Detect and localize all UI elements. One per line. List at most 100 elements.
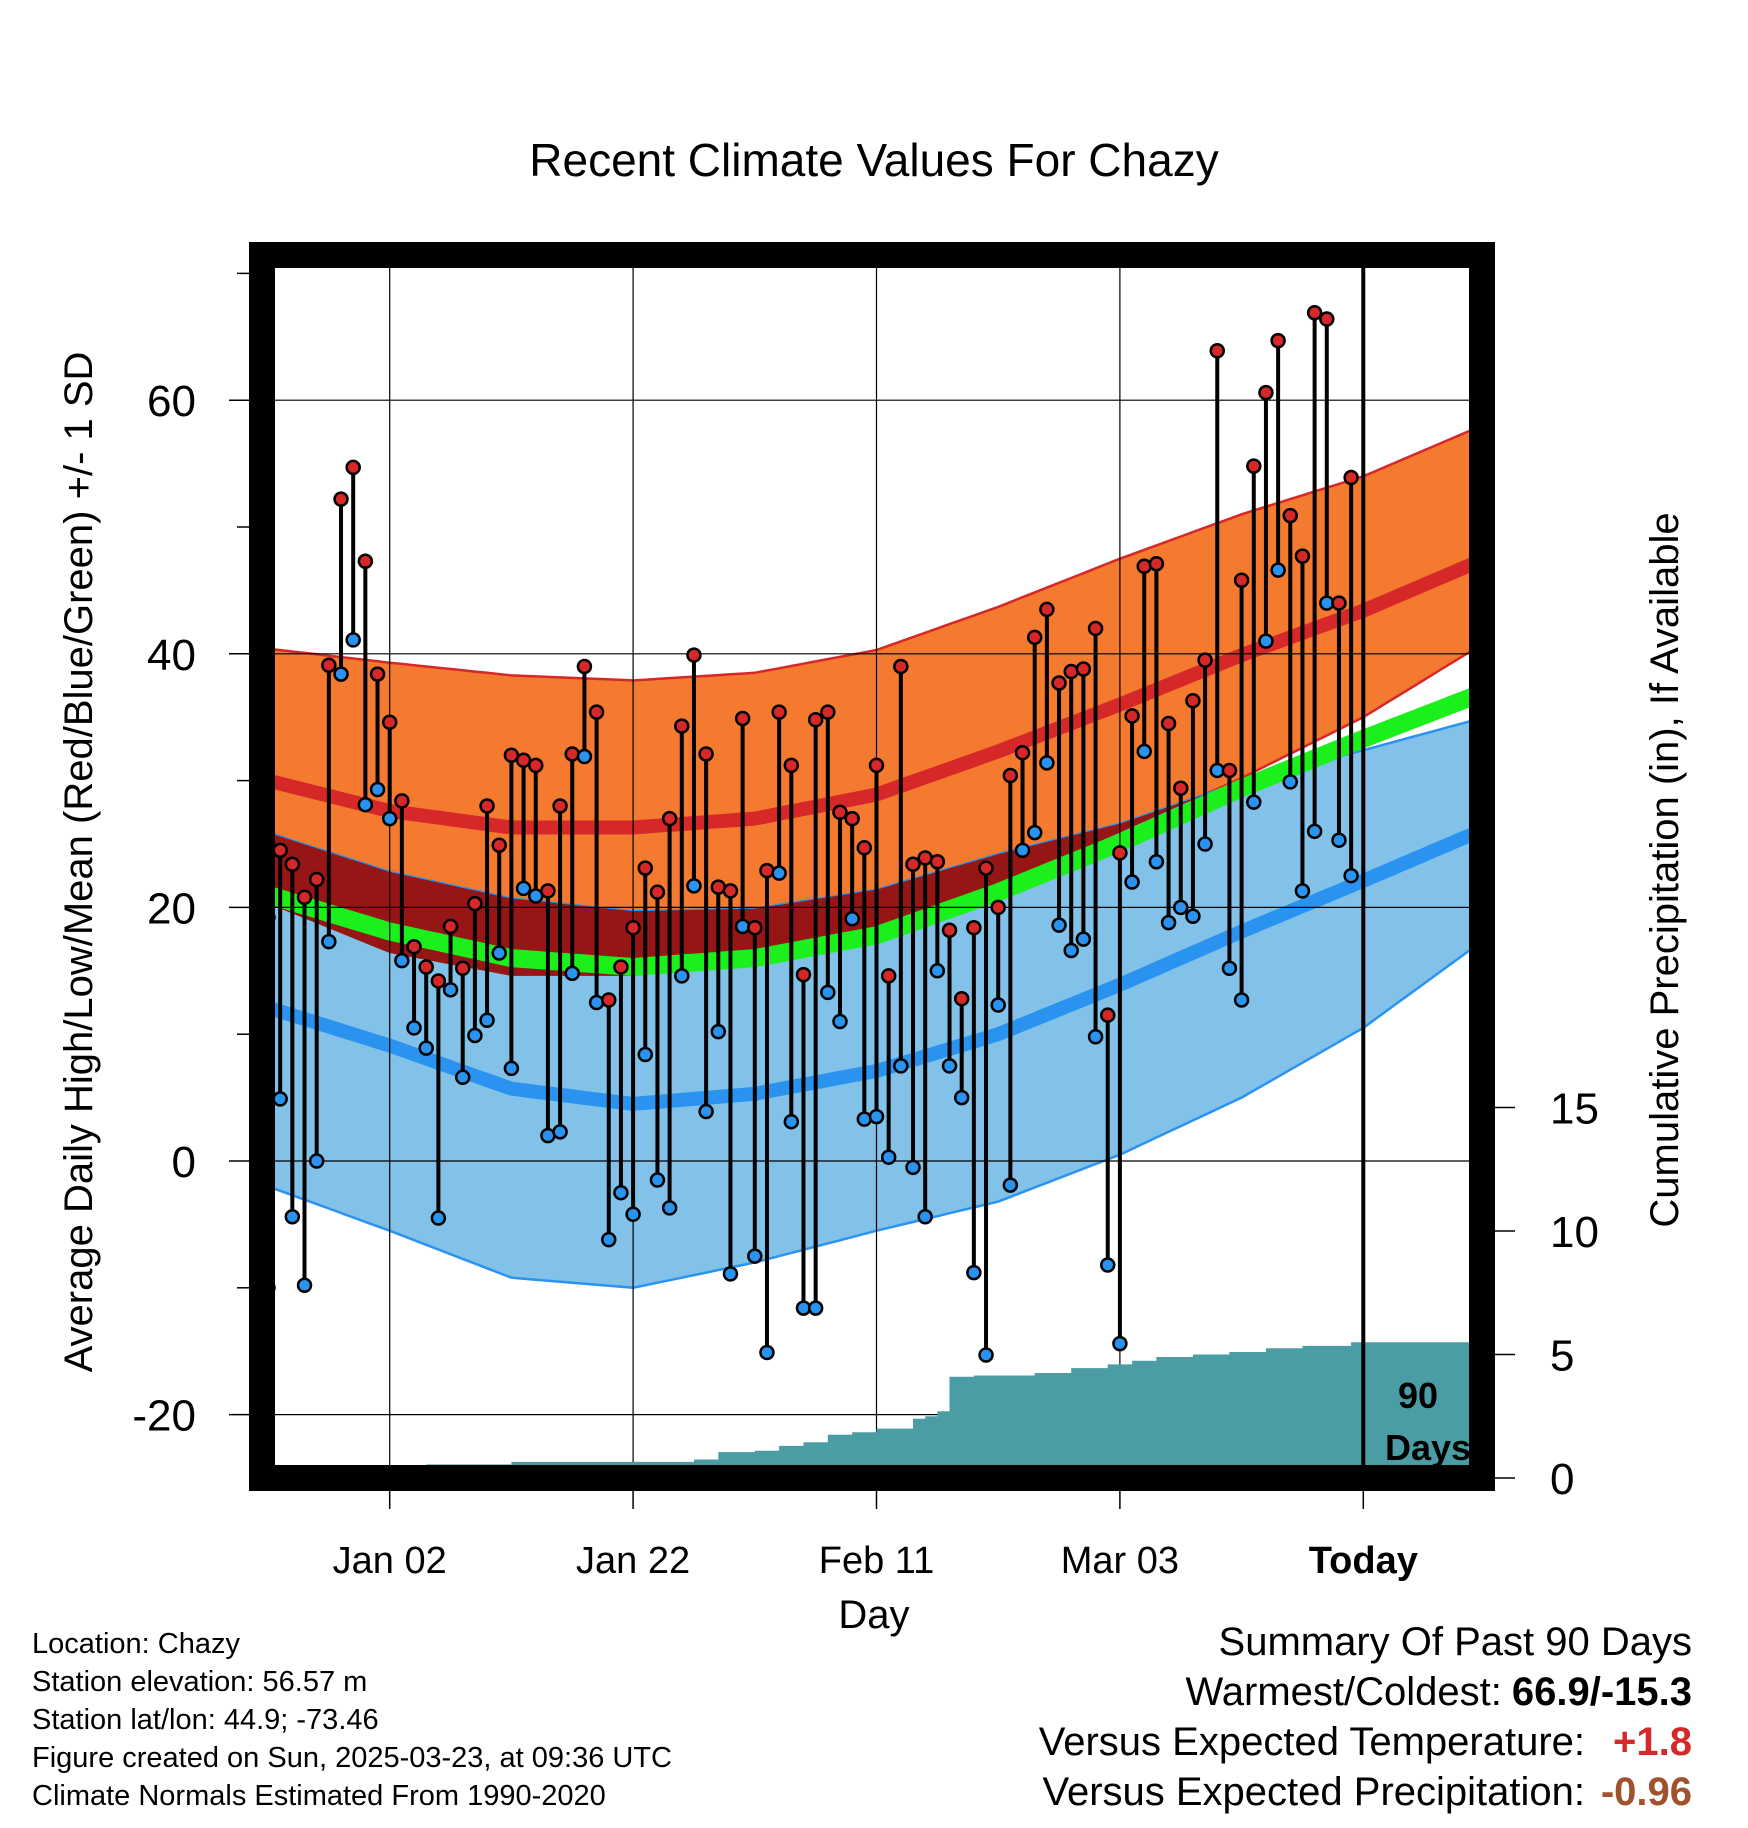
daily-low-dot xyxy=(369,781,386,798)
daily-low-dot xyxy=(832,1013,848,1030)
daily-high-dot xyxy=(1039,601,1055,618)
chart-title: Recent Climate Values For Chazy xyxy=(529,134,1218,186)
daily-high-dot xyxy=(1331,595,1347,611)
daily-low-dot xyxy=(1136,743,1152,760)
summary-panel: Summary Of Past 90 Days Warmest/Coldest:… xyxy=(1039,1617,1692,1817)
daily-high-dot xyxy=(1051,675,1067,691)
plot-frame xyxy=(249,242,1495,1491)
daily-low-dot xyxy=(345,632,361,648)
temp-value: +1.8 xyxy=(1613,1720,1692,1764)
daily-high-dot xyxy=(1112,845,1128,861)
daily-high-dot xyxy=(747,919,763,936)
x-tick-label: Today xyxy=(1309,1540,1418,1582)
summary-warm-cold-row: Warmest/Coldest: 66.9/-15.3 xyxy=(1039,1667,1692,1717)
info-created: Figure created on Sun, 2025-03-23, at 09… xyxy=(32,1742,672,1774)
daily-high-dot xyxy=(576,658,593,675)
y-tick-label: 40 xyxy=(147,631,196,680)
daily-low-dot xyxy=(783,1113,800,1130)
daily-low-dot xyxy=(710,1023,727,1040)
daily-high-dot xyxy=(929,854,946,870)
daily-low-dot xyxy=(272,1091,288,1107)
y2-axis-label: Cumulative Precipitation (in), If Availa… xyxy=(1643,512,1687,1227)
x-tick-label: Jan 22 xyxy=(576,1540,690,1582)
bottom-axis: Jan 02 Jan 22 Feb 11 Mar 03 Today xyxy=(333,1491,1418,1582)
daily-low-dot xyxy=(1282,774,1299,790)
daily-high-dot xyxy=(1294,548,1311,564)
warm-cold-value: 66.9/-15.3 xyxy=(1511,1670,1692,1714)
daily-high-dot xyxy=(649,884,666,900)
daily-low-dot xyxy=(1197,836,1213,852)
info-elevation: Station elevation: 56.57 m xyxy=(32,1666,368,1698)
daily-low-dot xyxy=(1124,874,1140,890)
daily-high-dot xyxy=(308,871,325,888)
daily-high-dot xyxy=(1306,304,1323,321)
daily-high-dot xyxy=(369,666,386,682)
daily-low-dot xyxy=(1185,908,1201,925)
daily-low-dot xyxy=(1099,1257,1116,1273)
daily-high-dot xyxy=(564,746,580,762)
daily-low-dot xyxy=(454,1069,471,1086)
daily-low-dot xyxy=(905,1159,921,1176)
daily-low-dot xyxy=(1051,917,1067,933)
daily-low-dot xyxy=(1014,842,1031,859)
daily-low-dot xyxy=(418,1040,434,1056)
daily-low-dot xyxy=(1306,823,1323,840)
daily-low-dot xyxy=(1039,755,1055,771)
daily-low-dot xyxy=(661,1200,678,1216)
daily-high-dot xyxy=(1197,652,1213,668)
daily-low-dot xyxy=(880,1149,897,1165)
daily-low-dot xyxy=(588,994,605,1011)
station-info: Location: Chazy Station elevation: 56.57… xyxy=(32,1625,672,1815)
daily-high-dot xyxy=(1246,458,1262,474)
y2-tick-label: 0 xyxy=(1550,1455,1574,1504)
daily-low-dot xyxy=(674,968,690,984)
daily-low-dot xyxy=(321,933,337,950)
daily-low-dot xyxy=(442,982,459,998)
daily-low-dot xyxy=(333,666,349,682)
daily-low-dot xyxy=(576,748,593,765)
info-normals: Climate Normals Estimated From 1990-2020 xyxy=(32,1780,606,1812)
daily-high-dot xyxy=(698,746,714,762)
y-tick-label: 0 xyxy=(172,1138,196,1187)
daily-low-dot xyxy=(856,1111,873,1127)
daily-high-dot xyxy=(1209,342,1226,359)
daily-high-dot xyxy=(333,491,349,507)
daily-low-dot xyxy=(990,997,1006,1013)
daily-high-dot xyxy=(491,837,507,854)
summary-temp-row: Versus Expected Temperature: +1.8 xyxy=(1039,1717,1692,1767)
daily-high-dot xyxy=(1282,507,1299,524)
daily-high-dot xyxy=(941,922,958,938)
daily-high-dot xyxy=(527,757,544,774)
daily-high-dot xyxy=(1343,469,1359,486)
daily-high-dot xyxy=(990,899,1006,916)
daily-high-dot xyxy=(953,990,970,1007)
daily-low-dot xyxy=(357,796,374,813)
daily-low-dot xyxy=(1331,832,1347,848)
daily-high-dot xyxy=(1185,692,1201,709)
daily-low-dot xyxy=(1357,0,1370,7)
daily-low-dot xyxy=(1258,633,1274,649)
daily-high-dot xyxy=(868,757,885,774)
daily-high-dot xyxy=(321,657,337,673)
daily-high-dot xyxy=(1087,620,1104,637)
daily-low-dot xyxy=(1063,942,1079,959)
daily-high-dot xyxy=(479,798,495,814)
left-axis: -20 0 20 40 60 xyxy=(132,272,249,1441)
info-latlon: Station lat/lon: 44.9; -73.46 xyxy=(32,1704,379,1736)
daily-high-dot xyxy=(1002,767,1019,784)
daily-low-dot xyxy=(929,963,946,979)
daily-low-dot xyxy=(381,810,398,827)
daily-high-dot xyxy=(394,793,410,809)
y-axis-label: Average Daily High/Low/Mean (Red/Blue/Gr… xyxy=(57,352,101,1373)
daily-low-dot xyxy=(394,952,410,969)
daily-high-dot xyxy=(357,553,374,569)
daily-low-dot xyxy=(807,1300,824,1316)
daily-high-dot xyxy=(601,992,617,1008)
daily-high-dot xyxy=(905,856,921,873)
daily-high-dot xyxy=(284,856,301,873)
daily-high-dot xyxy=(588,704,605,720)
daily-high-dot xyxy=(832,804,848,821)
daily-low-dot xyxy=(698,1103,714,1120)
daily-high-dot xyxy=(1148,556,1165,572)
daily-high-dot xyxy=(442,918,459,935)
